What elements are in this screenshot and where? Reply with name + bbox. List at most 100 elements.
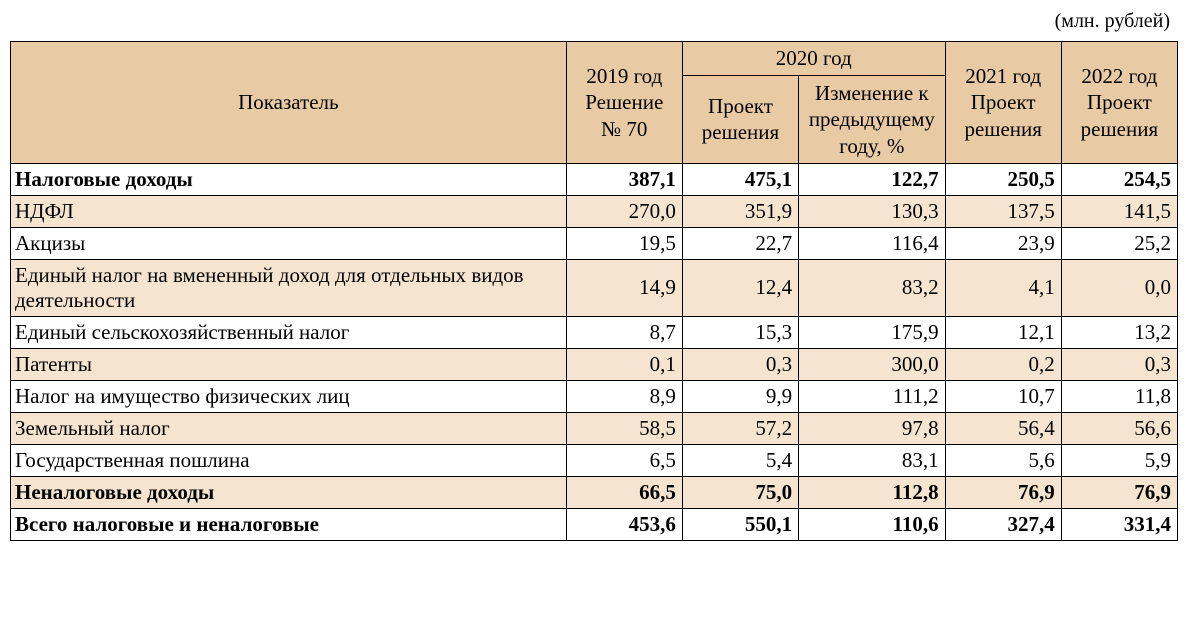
cell-2020-change: 300,0: [799, 348, 946, 380]
cell-2022: 254,5: [1061, 163, 1177, 195]
header-2021-l2: Проект: [971, 90, 1036, 114]
cell-2021: 12,1: [945, 316, 1061, 348]
header-2019: 2019 год Решение № 70: [566, 42, 682, 164]
cell-indicator: Государственная пошлина: [11, 444, 567, 476]
cell-2019: 6,5: [566, 444, 682, 476]
cell-2022: 13,2: [1061, 316, 1177, 348]
cell-2021: 23,9: [945, 227, 1061, 259]
cell-2019: 387,1: [566, 163, 682, 195]
cell-2019: 8,7: [566, 316, 682, 348]
header-2020-change: Изменение к предыдущему году, %: [799, 76, 946, 164]
cell-indicator: НДФЛ: [11, 195, 567, 227]
header-2019-l1: 2019 год: [586, 64, 662, 88]
budget-table: Показатель 2019 год Решение № 70 2020 го…: [10, 41, 1178, 541]
cell-2020-change: 83,1: [799, 444, 946, 476]
header-2020-group: 2020 год: [682, 42, 945, 76]
cell-2019: 58,5: [566, 412, 682, 444]
cell-2020-change: 122,7: [799, 163, 946, 195]
cell-2020-project: 12,4: [682, 259, 798, 316]
cell-2019: 14,9: [566, 259, 682, 316]
cell-2022: 25,2: [1061, 227, 1177, 259]
cell-2022: 0,0: [1061, 259, 1177, 316]
cell-2020-change: 110,6: [799, 508, 946, 540]
header-2022-l2: Проект: [1087, 90, 1152, 114]
cell-indicator: Земельный налог: [11, 412, 567, 444]
table-row: Патенты0,10,3300,00,20,3: [11, 348, 1178, 380]
header-2019-l3: № 70: [601, 117, 647, 141]
cell-2020-project: 475,1: [682, 163, 798, 195]
cell-2021: 250,5: [945, 163, 1061, 195]
cell-indicator: Неналоговые доходы: [11, 476, 567, 508]
cell-2022: 0,3: [1061, 348, 1177, 380]
cell-2020-change: 175,9: [799, 316, 946, 348]
cell-2022: 141,5: [1061, 195, 1177, 227]
cell-2020-project: 0,3: [682, 348, 798, 380]
cell-indicator: Налоговые доходы: [11, 163, 567, 195]
table-row: Неналоговые доходы66,575,0112,876,976,9: [11, 476, 1178, 508]
cell-2020-project: 9,9: [682, 380, 798, 412]
table-row: Налог на имущество физических лиц8,99,91…: [11, 380, 1178, 412]
header-2020-project: Проект решения: [682, 76, 798, 164]
table-row: Государственная пошлина6,55,483,15,65,9: [11, 444, 1178, 476]
header-2019-l2: Решение: [585, 90, 663, 114]
table-row: Всего налоговые и неналоговые453,6550,11…: [11, 508, 1178, 540]
cell-2020-project: 5,4: [682, 444, 798, 476]
header-2020b-l2: предыдущему: [809, 107, 935, 131]
header-indicator: Показатель: [11, 42, 567, 164]
cell-2020-project: 75,0: [682, 476, 798, 508]
cell-indicator: Единый сельскохозяйственный налог: [11, 316, 567, 348]
cell-2020-change: 130,3: [799, 195, 946, 227]
table-body: Налоговые доходы387,1475,1122,7250,5254,…: [11, 163, 1178, 540]
cell-2021: 76,9: [945, 476, 1061, 508]
header-2020b-l3: году, %: [839, 134, 904, 158]
cell-2020-project: 57,2: [682, 412, 798, 444]
cell-2020-project: 15,3: [682, 316, 798, 348]
cell-indicator: Налог на имущество физических лиц: [11, 380, 567, 412]
cell-2020-change: 111,2: [799, 380, 946, 412]
header-2021-l1: 2021 год: [965, 64, 1041, 88]
table-row: Земельный налог58,557,297,856,456,6: [11, 412, 1178, 444]
header-2021-l3: решения: [964, 117, 1041, 141]
cell-indicator: Акцизы: [11, 227, 567, 259]
cell-2021: 4,1: [945, 259, 1061, 316]
cell-indicator: Патенты: [11, 348, 567, 380]
header-2022: 2022 год Проект решения: [1061, 42, 1177, 164]
cell-2020-project: 550,1: [682, 508, 798, 540]
cell-2021: 5,6: [945, 444, 1061, 476]
header-2021: 2021 год Проект решения: [945, 42, 1061, 164]
cell-2020-change: 83,2: [799, 259, 946, 316]
cell-2021: 327,4: [945, 508, 1061, 540]
table-row: НДФЛ270,0351,9130,3137,5141,5: [11, 195, 1178, 227]
cell-2019: 8,9: [566, 380, 682, 412]
header-2020a-l2: решения: [702, 120, 779, 144]
cell-2022: 76,9: [1061, 476, 1177, 508]
cell-2022: 331,4: [1061, 508, 1177, 540]
table-row: Единый налог на вмененный доход для отде…: [11, 259, 1178, 316]
header-2020b-l1: Изменение к: [815, 81, 929, 105]
unit-label: (млн. рублей): [10, 10, 1178, 33]
cell-2019: 453,6: [566, 508, 682, 540]
cell-indicator: Всего налоговые и неналоговые: [11, 508, 567, 540]
cell-2020-project: 351,9: [682, 195, 798, 227]
cell-2022: 11,8: [1061, 380, 1177, 412]
cell-2020-project: 22,7: [682, 227, 798, 259]
cell-2022: 56,6: [1061, 412, 1177, 444]
cell-2019: 0,1: [566, 348, 682, 380]
header-2022-l3: решения: [1081, 117, 1158, 141]
header-2022-l1: 2022 год: [1081, 64, 1157, 88]
cell-2019: 66,5: [566, 476, 682, 508]
cell-2021: 10,7: [945, 380, 1061, 412]
cell-2020-change: 97,8: [799, 412, 946, 444]
cell-2021: 0,2: [945, 348, 1061, 380]
header-2020a-l1: Проект: [708, 94, 773, 118]
table-header: Показатель 2019 год Решение № 70 2020 го…: [11, 42, 1178, 164]
cell-2021: 137,5: [945, 195, 1061, 227]
cell-2019: 19,5: [566, 227, 682, 259]
table-row: Единый сельскохозяйственный налог8,715,3…: [11, 316, 1178, 348]
cell-2019: 270,0: [566, 195, 682, 227]
table-row: Акцизы19,522,7116,423,925,2: [11, 227, 1178, 259]
cell-2022: 5,9: [1061, 444, 1177, 476]
cell-indicator: Единый налог на вмененный доход для отде…: [11, 259, 567, 316]
cell-2020-change: 116,4: [799, 227, 946, 259]
cell-2020-change: 112,8: [799, 476, 946, 508]
